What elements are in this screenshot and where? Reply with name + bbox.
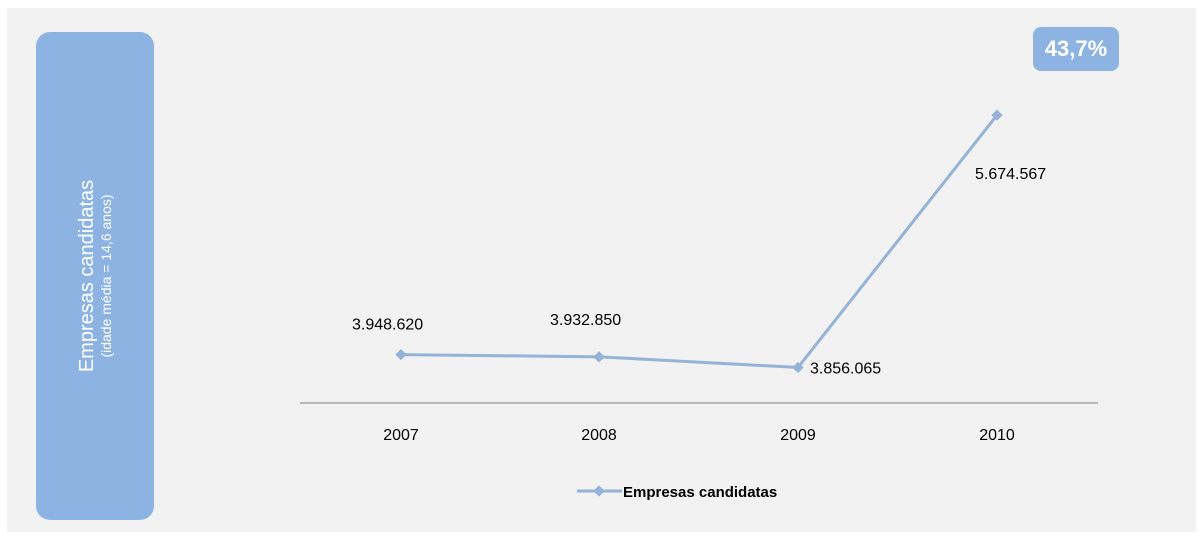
legend-label: Empresas candidatas [623, 484, 777, 501]
chart-frame [7, 8, 1196, 532]
series-line [400, 114, 999, 370]
side-panel: Empresas candidatas (idade média = 14,6 … [36, 32, 154, 520]
legend-marker [593, 485, 605, 497]
x-tick-2010: 2010 [979, 427, 1015, 444]
x-tick-2009: 2009 [780, 427, 816, 444]
data-label-2007: 3.948.620 [352, 317, 423, 334]
x-tick-2007: 2007 [383, 427, 419, 444]
data-point-2009 [792, 361, 804, 374]
data-label-2008: 3.932.850 [550, 312, 621, 329]
data-label-2010: 5.674.567 [975, 166, 1046, 183]
data-point-2007 [395, 348, 407, 361]
growth-badge: 43,7% [1033, 27, 1119, 71]
data-label-2009: 3.856.065 [810, 360, 881, 377]
legend: Empresas candidatas [577, 484, 777, 501]
x-tick-2008: 2008 [581, 427, 617, 444]
data-point-2008 [593, 351, 605, 363]
